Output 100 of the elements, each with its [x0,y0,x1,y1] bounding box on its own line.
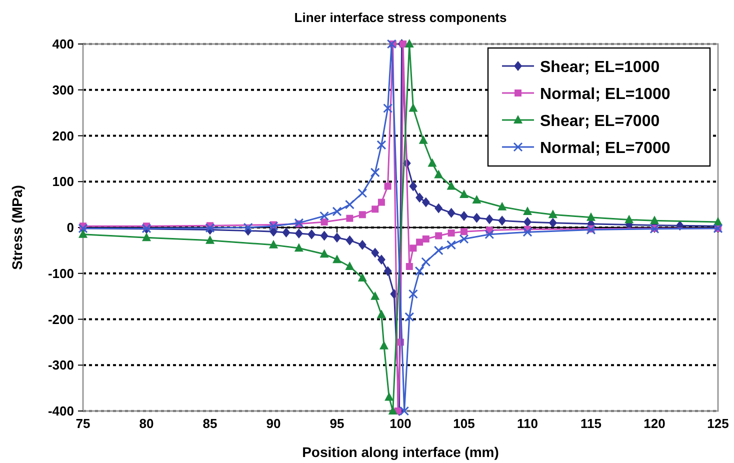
x-tick-label: 90 [266,416,281,431]
point [459,234,469,244]
point [434,246,444,256]
point [376,310,386,318]
point [522,227,532,237]
point [416,192,424,203]
point [650,216,659,224]
legend-label: Normal; EL=7000 [540,140,670,157]
point [548,218,557,228]
point [383,103,393,113]
point [268,221,278,231]
point [435,232,442,240]
point [446,181,456,190]
x-tick-label: 120 [644,416,666,431]
point [484,230,494,240]
point [422,235,430,242]
point [408,289,418,299]
x-tick-label: 95 [330,416,344,431]
point [320,230,328,241]
point [418,135,428,144]
point [400,406,410,416]
point [372,206,379,213]
point [404,39,414,48]
point [384,266,392,276]
point [586,225,596,235]
point [282,228,290,238]
point [460,228,468,236]
y-tick-label: -100 [48,266,74,281]
point [384,392,394,401]
point [206,235,214,244]
point [586,212,596,221]
point [548,210,558,218]
x-tick-label: 75 [76,416,90,431]
x-tick-label: 115 [580,416,602,431]
point [416,238,424,246]
point [142,232,151,242]
legend-label: Shear; EL=7000 [540,113,660,130]
point [308,229,316,240]
y-tick-label: 100 [52,174,74,190]
point [523,206,532,215]
point [460,189,468,198]
point [434,170,444,178]
point [294,243,304,252]
chart-title: Liner interface stress components [294,10,507,25]
y-tick-label: -300 [48,358,74,373]
point [384,182,392,190]
point [377,254,386,265]
point [460,211,468,222]
point [370,291,380,300]
point [448,230,455,237]
point [447,208,456,218]
point [332,254,342,264]
point [370,168,380,178]
point [485,214,494,224]
x-tick-label: 105 [453,416,475,431]
point [346,235,354,246]
point [333,232,341,243]
point [386,39,396,49]
point [422,197,430,208]
y-tick-label: -400 [48,404,74,418]
point [344,200,354,210]
point [498,202,507,210]
point [404,312,414,322]
point [320,211,330,221]
point [406,262,413,270]
y-tick-label: 400 [52,36,74,52]
point [624,214,634,224]
point [378,198,385,206]
point [358,211,366,218]
point [421,257,431,267]
point [345,261,354,270]
x-tick-label: 80 [139,416,154,431]
point [320,249,329,258]
point [358,188,368,198]
point [498,216,506,226]
point [270,226,278,237]
point [409,181,418,192]
point [388,406,398,414]
y-tick-label: 300 [52,82,74,98]
point [358,240,366,250]
point [320,218,328,226]
point [269,240,278,248]
x-tick-label: 100 [390,416,412,431]
y-axis-title: Stress (MPa) [9,185,25,270]
point [472,212,481,223]
legend-label: Shear; EL=1000 [540,59,660,76]
point [371,248,380,258]
y-tick-label: -200 [48,312,74,327]
point [446,240,456,250]
point [358,272,367,282]
point [332,206,342,216]
x-tick-label: 125 [707,416,729,431]
x-tick-label: 110 [517,416,538,431]
legend-label: Normal; EL=1000 [540,86,670,103]
x-axis-title: Position along interface (mm) [302,444,499,460]
point [524,216,532,227]
point [410,244,417,252]
point [294,228,303,238]
y-tick-label: 200 [52,128,74,144]
point [346,214,354,222]
